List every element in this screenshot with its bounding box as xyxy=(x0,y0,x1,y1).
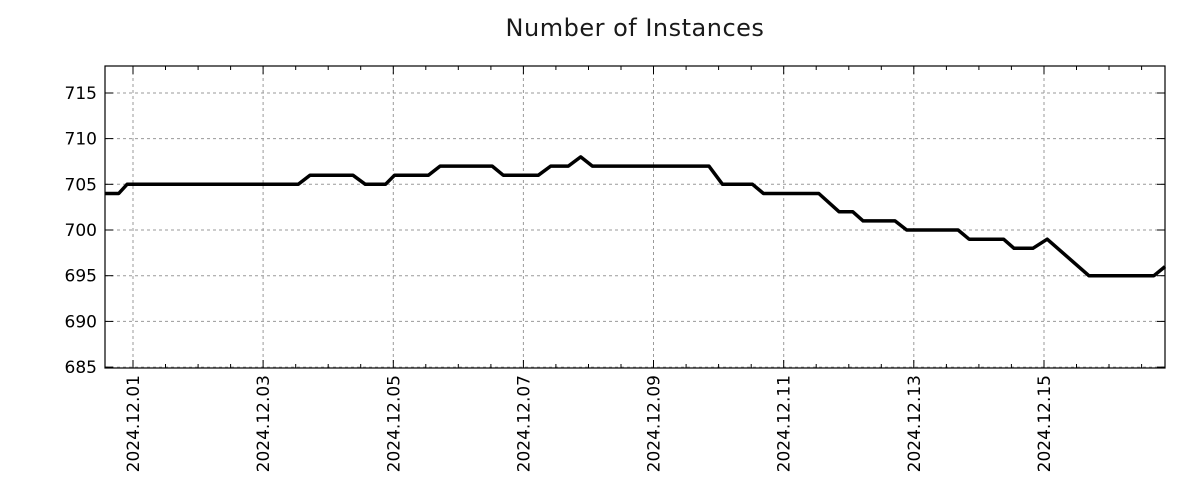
x-tick-label: 2024.12.13 xyxy=(905,375,925,472)
x-tick-label: 2024.12.01 xyxy=(124,375,144,472)
chart-title: Number of Instances xyxy=(505,14,765,42)
plot-border xyxy=(104,65,1166,369)
x-tick-label: 2024.12.05 xyxy=(384,375,404,472)
y-tick-label: 695 xyxy=(65,267,97,287)
y-tick-label: 715 xyxy=(65,84,97,104)
x-tick-label: 2024.12.09 xyxy=(645,375,665,472)
x-tick-label: 2024.12.11 xyxy=(775,375,795,472)
y-tick-label: 685 xyxy=(65,358,97,378)
x-tick-label: 2024.12.15 xyxy=(1035,375,1055,472)
y-tick-label: 710 xyxy=(65,130,97,150)
y-tick-label: 705 xyxy=(65,175,97,195)
x-tick-label: 2024.12.07 xyxy=(514,375,534,472)
y-tick-label: 700 xyxy=(65,221,97,241)
y-tick-label: 690 xyxy=(65,312,97,332)
x-tick-label: 2024.12.03 xyxy=(254,375,274,472)
data-line xyxy=(105,155,1167,278)
